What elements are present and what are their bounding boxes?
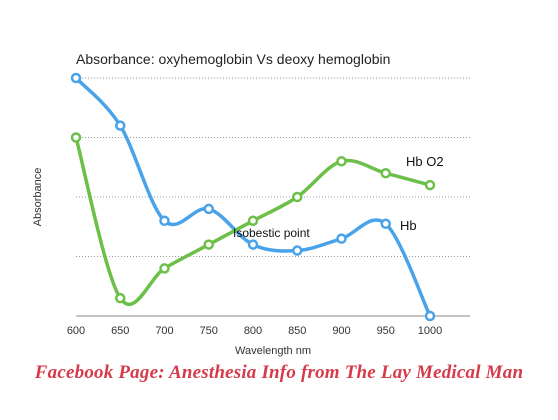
data-point-hbo2	[380, 167, 391, 179]
series-label-hbo2: Hb O2	[406, 154, 444, 169]
data-point-hbo2	[336, 156, 347, 167]
data-point-hb	[424, 310, 436, 322]
data-point-hb	[380, 218, 391, 230]
data-point-hbo2	[115, 292, 126, 304]
x-tick-label: 800	[244, 325, 262, 337]
series-layer	[70, 72, 436, 322]
data-point-hbo2	[70, 132, 82, 143]
data-point-hb	[203, 203, 214, 215]
data-point-hb	[247, 239, 259, 250]
data-point-hb	[159, 215, 170, 227]
chart-title: Absorbance: oxyhemoglobin Vs deoxy hemog…	[76, 51, 390, 67]
data-point-hb	[336, 233, 347, 244]
data-point-hbo2	[292, 191, 303, 203]
x-tick-label: 700	[155, 325, 173, 337]
data-point-hb	[292, 245, 303, 256]
data-point-hbo2	[159, 263, 170, 274]
data-point-hb	[115, 120, 126, 131]
x-tick-label: 950	[377, 325, 395, 337]
x-tick-label: 650	[111, 325, 129, 337]
isobestic-point-annotation: Isobestic point	[233, 226, 310, 240]
x-tick-label: 900	[332, 325, 350, 337]
x-tick-labels: 600 650 700 750 800 850 900 950 1000	[67, 325, 442, 337]
x-tick-label: 600	[67, 325, 85, 337]
data-point-hbo2	[203, 239, 214, 250]
series-label-hb: Hb	[400, 218, 417, 233]
data-point-hbo2	[247, 215, 259, 227]
data-point-hbo2	[424, 179, 436, 191]
x-axis-label: Wavelength nm	[235, 345, 311, 357]
x-tick-label: 850	[288, 325, 306, 337]
x-tick-label: 1000	[418, 325, 442, 337]
x-tick-label: 750	[200, 325, 218, 337]
facebook-page-footer: Facebook Page: Anesthesia Info from The …	[34, 362, 524, 383]
y-axis-label: Absorbance	[32, 168, 44, 227]
data-point-hb	[70, 72, 82, 84]
